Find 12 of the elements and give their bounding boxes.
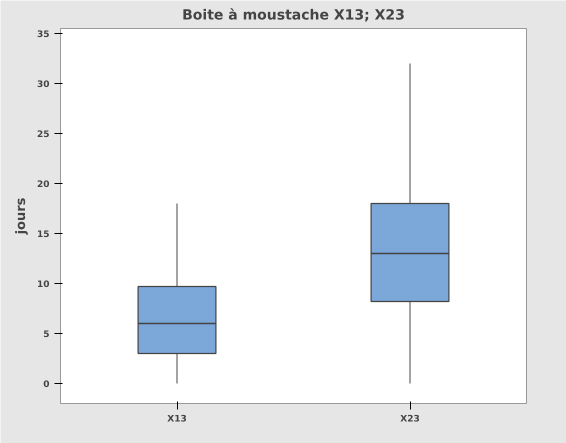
y-axis-title: jours [14,197,29,236]
y-tick-label: 0 [43,380,50,390]
chart-title: Boite à moustache X13; X23 [182,8,405,24]
y-tick-label: 30 [36,80,50,90]
y-tick-label: 20 [36,180,50,190]
y-tick-label: 15 [36,230,50,240]
x-tick-label: X23 [400,414,420,424]
y-tick-label: 5 [43,330,50,340]
y-tick-label: 25 [36,130,50,140]
y-tick-label: 35 [36,30,50,40]
y-tick-label: 10 [36,280,50,290]
x-tick-label: X13 [167,414,187,424]
